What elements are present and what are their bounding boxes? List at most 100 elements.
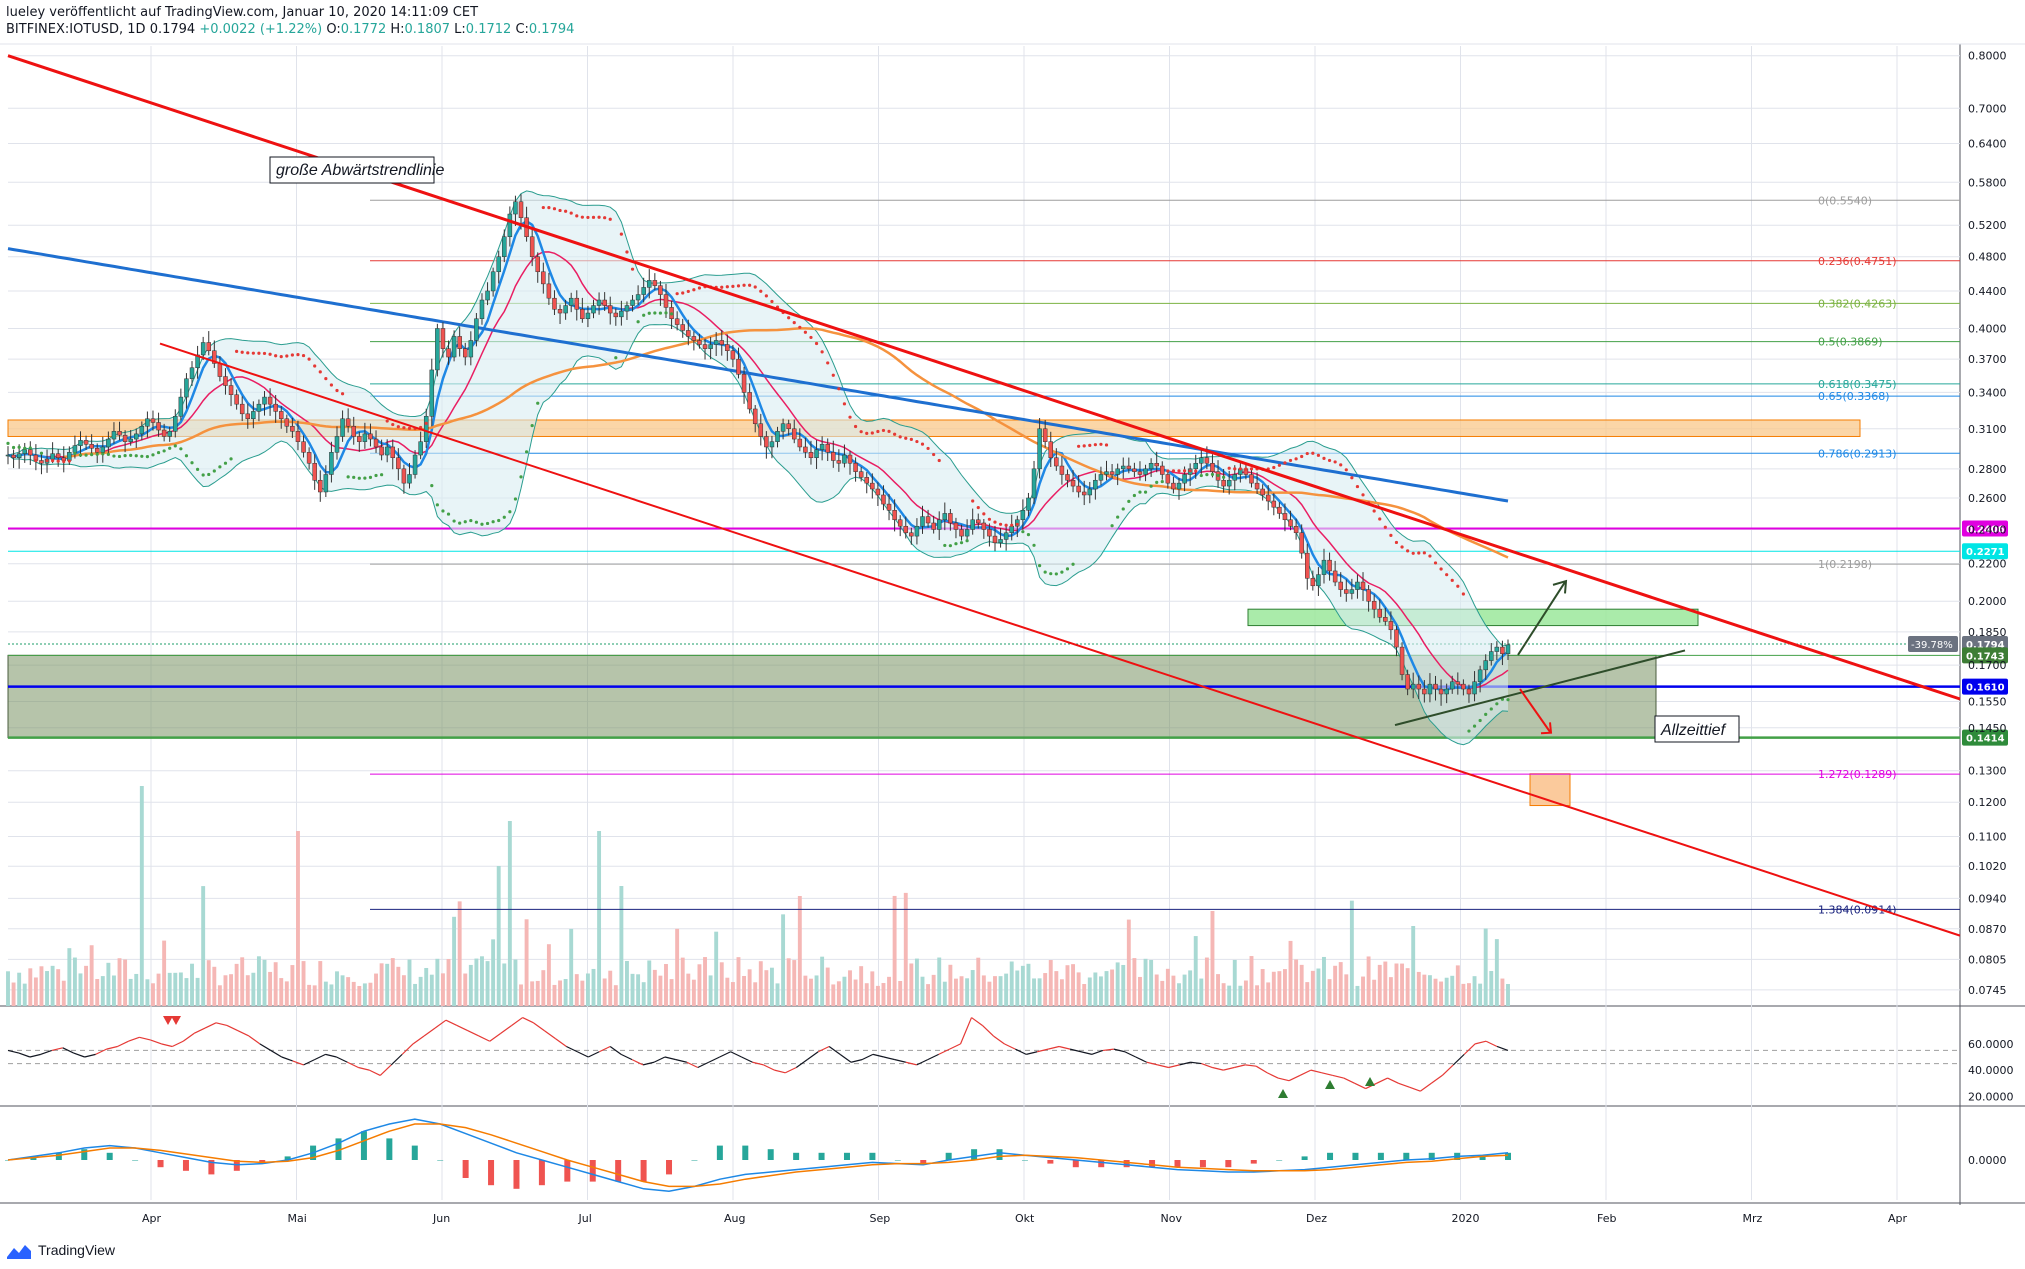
rsi-segment	[1146, 1061, 1158, 1066]
level-price-label: 0.1610	[1966, 683, 2005, 694]
candle-body	[507, 213, 513, 238]
sar-dot	[614, 356, 618, 360]
volume-bar	[714, 931, 719, 1006]
sar-dot	[324, 377, 328, 381]
sar-dot	[156, 450, 161, 455]
rsi-segment	[533, 1022, 545, 1032]
volume-bar	[435, 958, 440, 1006]
rsi-segment	[1113, 1048, 1125, 1053]
candle-body	[786, 423, 791, 430]
candle-body	[1199, 457, 1204, 464]
sar-dot	[798, 325, 802, 329]
sar-dot	[262, 351, 267, 356]
rsi-segment	[1255, 1065, 1268, 1074]
sar-dot	[1450, 578, 1454, 582]
candle-body	[440, 328, 446, 349]
rsi-segment	[938, 1048, 950, 1055]
rsi-segment	[522, 1017, 534, 1024]
sar-dot	[580, 215, 584, 219]
sar-dot	[374, 473, 378, 478]
trendline-label-box[interactable]	[269, 156, 435, 184]
candle-body	[814, 449, 819, 458]
sar-dot	[380, 473, 384, 477]
candle-body	[764, 436, 769, 448]
candle-body	[1048, 441, 1054, 458]
rsi-segment	[237, 1030, 250, 1037]
candle-body	[1165, 474, 1171, 484]
macd-histogram-bar	[1047, 1160, 1054, 1164]
sar-dot	[564, 209, 568, 213]
price-tick-label: 0.0940	[1968, 892, 2007, 905]
candle-body	[886, 503, 892, 511]
volume-bar	[335, 971, 339, 1006]
candle-body	[67, 452, 72, 461]
volume-bar	[1322, 956, 1326, 1006]
volume-bar	[675, 928, 680, 1006]
volume-bar	[580, 980, 585, 1006]
volume-bar	[33, 977, 38, 1006]
macd-histogram-bar	[411, 1145, 418, 1160]
volume-bar	[1087, 977, 1092, 1006]
candle-body	[1003, 532, 1009, 540]
sar-dot	[653, 311, 657, 315]
volume-bar	[758, 961, 763, 1006]
volume-bar	[792, 960, 797, 1006]
sar-dot	[748, 283, 752, 287]
volume-bar	[1500, 978, 1505, 1006]
rsi-segment	[1409, 1086, 1421, 1092]
sar-dot	[39, 451, 44, 455]
price-tick-label: 0.4400	[1968, 285, 2007, 298]
macd-histogram-bar	[996, 1149, 1003, 1160]
sar-dot	[909, 437, 913, 441]
volume-bar	[942, 981, 947, 1006]
volume-bar	[217, 985, 222, 1006]
ath-label-box[interactable]	[1654, 715, 1740, 743]
sar-dot	[1322, 456, 1326, 460]
brand-name: TradingView	[38, 1242, 116, 1258]
candle-body	[976, 519, 981, 524]
sar-dot	[1272, 465, 1276, 470]
candle-body	[78, 440, 83, 446]
fib-level-label: 1.384(0.0914)	[1818, 903, 1897, 916]
sar-dot	[636, 320, 640, 324]
sar-dot	[1249, 467, 1254, 471]
candle-body	[1126, 465, 1132, 470]
sar-dot	[1238, 467, 1242, 471]
rsi-segment	[1069, 1048, 1082, 1053]
volume-bar	[730, 982, 735, 1006]
rsi-segment	[1080, 1051, 1093, 1055]
sar-dot	[1277, 463, 1281, 467]
candle-body	[1137, 471, 1143, 475]
candle-body	[256, 403, 262, 412]
candle-body	[167, 431, 172, 437]
volume-bar	[45, 971, 49, 1006]
volume-bar	[686, 973, 691, 1006]
candle-body	[1383, 617, 1388, 622]
volume-bar	[736, 957, 741, 1006]
sar-dot	[140, 454, 144, 458]
sar-dot	[759, 289, 763, 293]
rsi-segment	[171, 1040, 184, 1048]
sar-dot	[218, 465, 222, 469]
sar-dot	[770, 299, 774, 304]
rsi-segment	[1124, 1051, 1136, 1058]
bollinger-lower-line	[7, 323, 1509, 746]
candle-body	[546, 283, 552, 299]
tradingview-brand[interactable]: TradingView	[6, 1240, 115, 1260]
sma100-line	[63, 327, 1509, 559]
candle-body	[217, 363, 223, 377]
volume-bar	[156, 973, 161, 1006]
price-tick-label: 0.0745	[1968, 984, 2007, 997]
volume-bar	[290, 965, 295, 1006]
volume-bar	[708, 975, 713, 1006]
rsi-segment	[1179, 1061, 1191, 1066]
level-price-box	[1962, 520, 2008, 537]
macd-histogram-bar	[818, 1152, 825, 1160]
price-tick-label: 0.1850	[1968, 626, 2007, 639]
sar-dot	[73, 451, 77, 456]
sar-dot	[508, 510, 512, 514]
volume-bar	[1020, 965, 1025, 1006]
sar-dot	[1194, 469, 1198, 473]
symbol-name[interactable]: BITFINEX:IOTUSD, 1D	[6, 22, 146, 37]
